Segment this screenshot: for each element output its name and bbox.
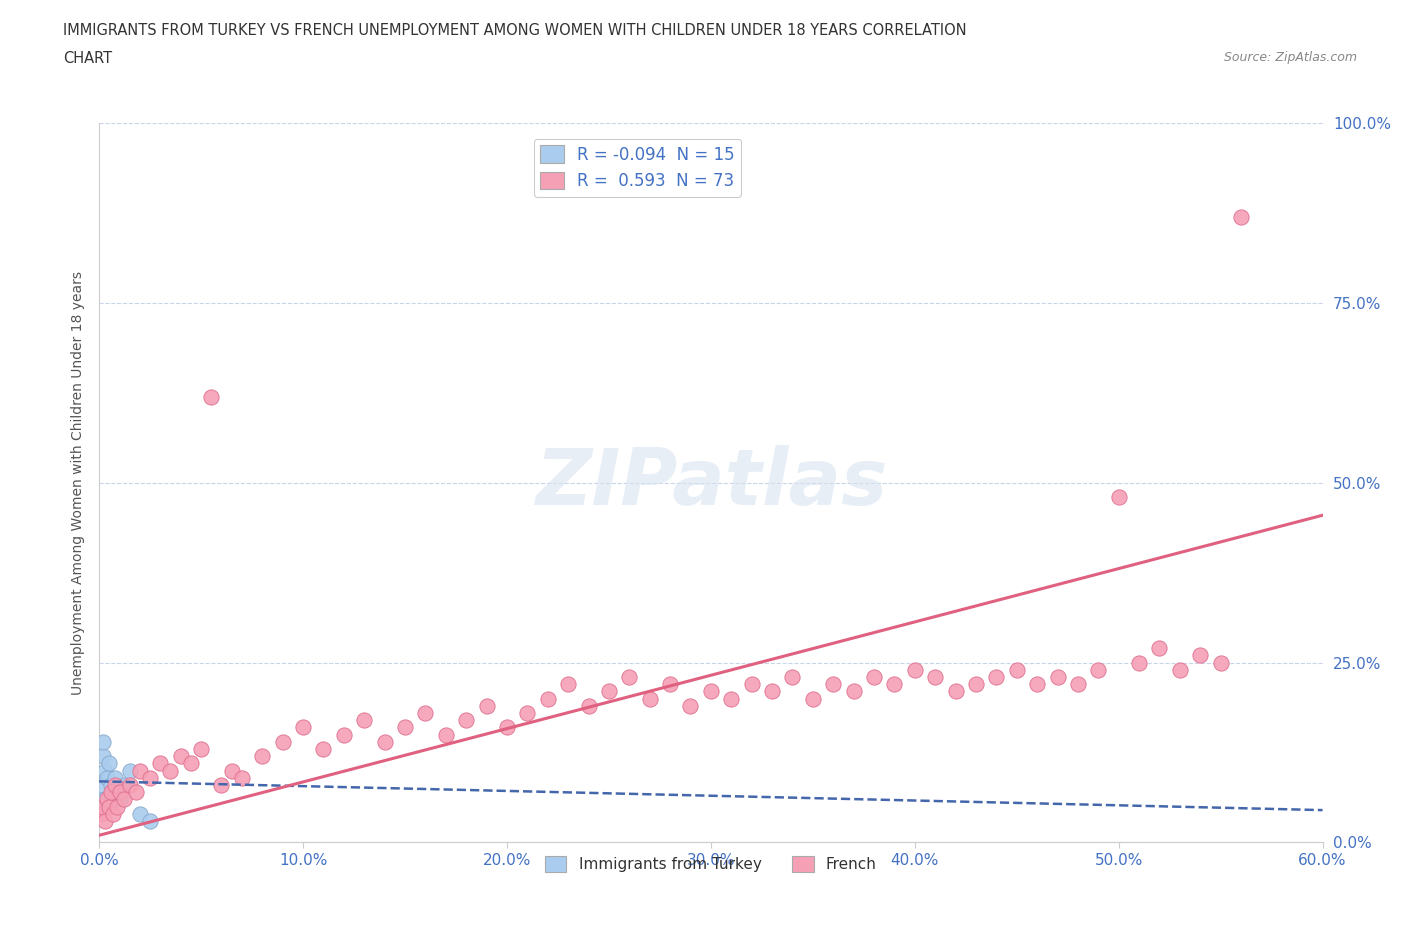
Point bbox=[107, 799, 129, 814]
Point bbox=[108, 791, 131, 806]
Point bbox=[200, 389, 222, 404]
Point bbox=[700, 684, 723, 698]
Point bbox=[679, 698, 702, 713]
Point bbox=[98, 756, 121, 771]
Point bbox=[557, 677, 579, 692]
Point bbox=[100, 785, 122, 800]
Point bbox=[619, 670, 641, 684]
Point bbox=[801, 691, 824, 706]
Point bbox=[924, 670, 946, 684]
Point bbox=[1149, 641, 1171, 656]
Point bbox=[94, 791, 117, 806]
Point bbox=[1168, 662, 1191, 677]
Point bbox=[1108, 490, 1130, 505]
Point bbox=[221, 764, 243, 778]
Point bbox=[108, 785, 131, 800]
Point bbox=[104, 770, 127, 785]
Text: IMMIGRANTS FROM TURKEY VS FRENCH UNEMPLOYMENT AMONG WOMEN WITH CHILDREN UNDER 18: IMMIGRANTS FROM TURKEY VS FRENCH UNEMPLO… bbox=[63, 23, 967, 38]
Point bbox=[231, 770, 253, 785]
Point bbox=[496, 720, 519, 735]
Point bbox=[516, 706, 538, 721]
Point bbox=[782, 670, 804, 684]
Point bbox=[1087, 662, 1109, 677]
Point bbox=[863, 670, 886, 684]
Point bbox=[94, 814, 117, 829]
Point bbox=[475, 698, 498, 713]
Point bbox=[190, 741, 212, 756]
Point bbox=[353, 712, 375, 727]
Point bbox=[1128, 656, 1150, 671]
Point bbox=[945, 684, 967, 698]
Text: Source: ZipAtlas.com: Source: ZipAtlas.com bbox=[1223, 51, 1357, 64]
Point bbox=[537, 691, 560, 706]
Point bbox=[149, 756, 172, 771]
Point bbox=[98, 799, 121, 814]
Point bbox=[91, 799, 114, 814]
Point bbox=[118, 764, 141, 778]
Point bbox=[139, 814, 162, 829]
Point bbox=[100, 777, 122, 792]
Point bbox=[103, 806, 125, 821]
Text: ZIPatlas: ZIPatlas bbox=[534, 445, 887, 521]
Point bbox=[823, 677, 845, 692]
Point bbox=[90, 806, 112, 821]
Point bbox=[374, 735, 396, 750]
Point bbox=[252, 749, 274, 764]
Point bbox=[129, 806, 152, 821]
Point bbox=[170, 749, 193, 764]
Point bbox=[91, 735, 114, 750]
Point bbox=[761, 684, 783, 698]
Point bbox=[1046, 670, 1069, 684]
Point bbox=[180, 756, 202, 771]
Point bbox=[394, 720, 416, 735]
Legend: Immigrants from Turkey, French: Immigrants from Turkey, French bbox=[538, 850, 883, 878]
Point bbox=[598, 684, 620, 698]
Point bbox=[292, 720, 315, 735]
Point bbox=[578, 698, 600, 713]
Point bbox=[139, 770, 162, 785]
Point bbox=[1067, 677, 1090, 692]
Point bbox=[91, 749, 114, 764]
Point bbox=[118, 777, 141, 792]
Point bbox=[986, 670, 1008, 684]
Point bbox=[415, 706, 437, 721]
Point bbox=[159, 764, 181, 778]
Point bbox=[96, 770, 118, 785]
Point bbox=[1209, 656, 1232, 671]
Point bbox=[104, 777, 127, 792]
Point bbox=[741, 677, 763, 692]
Point bbox=[129, 764, 152, 778]
Point bbox=[333, 727, 356, 742]
Point bbox=[965, 677, 987, 692]
Point bbox=[125, 785, 148, 800]
Point bbox=[112, 777, 135, 792]
Point bbox=[1230, 209, 1253, 224]
Text: CHART: CHART bbox=[63, 51, 112, 66]
Point bbox=[211, 777, 233, 792]
Point bbox=[94, 764, 117, 778]
Point bbox=[638, 691, 661, 706]
Point bbox=[842, 684, 865, 698]
Y-axis label: Unemployment Among Women with Children Under 18 years: Unemployment Among Women with Children U… bbox=[72, 271, 86, 695]
Point bbox=[112, 791, 135, 806]
Point bbox=[434, 727, 457, 742]
Point bbox=[1189, 648, 1212, 663]
Point bbox=[312, 741, 335, 756]
Point bbox=[271, 735, 294, 750]
Point bbox=[96, 791, 118, 806]
Point bbox=[90, 777, 112, 792]
Point bbox=[103, 785, 125, 800]
Point bbox=[1026, 677, 1049, 692]
Point bbox=[456, 712, 478, 727]
Point bbox=[1005, 662, 1028, 677]
Point bbox=[659, 677, 682, 692]
Point bbox=[883, 677, 905, 692]
Point bbox=[904, 662, 927, 677]
Point bbox=[720, 691, 742, 706]
